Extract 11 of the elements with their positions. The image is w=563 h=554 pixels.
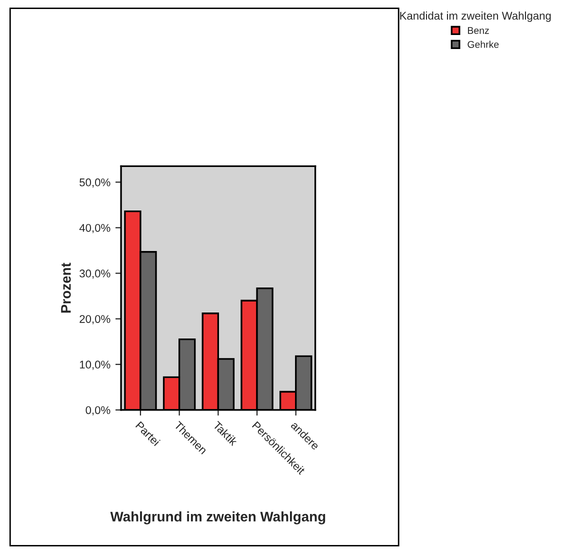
legend-label: Gehrke [468, 40, 499, 48]
y-tick-label: 40,0% [79, 224, 110, 234]
y-axis-title: Prozent [61, 262, 71, 313]
y-tick-label: 50,0% [80, 178, 110, 188]
x-axis-title: Wahlgrund im zweiten Wahlgang [110, 511, 326, 524]
y-tick-label: 30,0% [80, 270, 110, 279]
legend-label: Benz [468, 27, 489, 34]
y-tick-label: 0,0% [86, 406, 110, 416]
legend-title: Kandidat im zweiten Wahlgang [400, 12, 551, 22]
y-tick-label: 20,0% [80, 315, 110, 324]
y-tick-label: 10,0% [80, 360, 110, 370]
